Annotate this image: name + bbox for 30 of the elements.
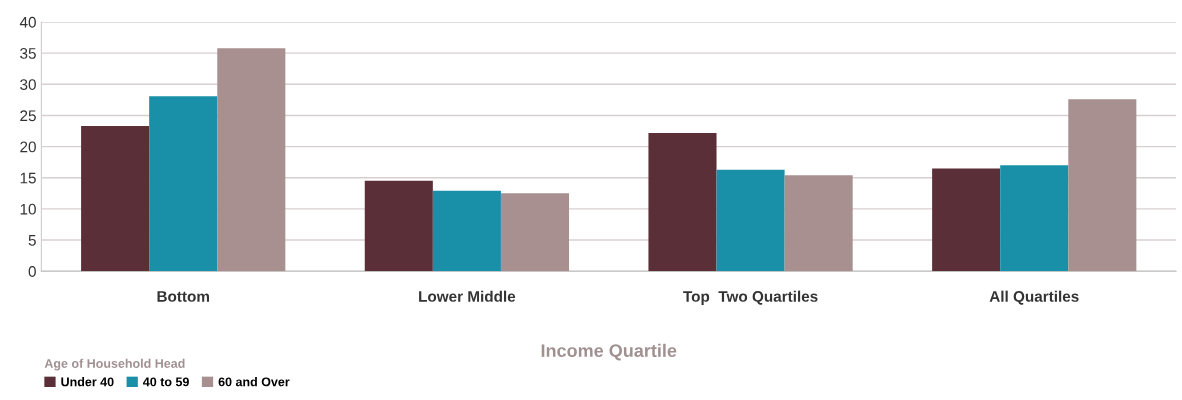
y-tick-label: 35 [20, 48, 36, 59]
x-tick-label: Bottom [157, 291, 209, 302]
legend-label: 60 and Over [218, 377, 290, 387]
bar [81, 126, 150, 272]
y-tick-label: 5 [28, 235, 36, 246]
y-tick-label: 20 [20, 141, 36, 153]
y-tick-label: 30 [20, 79, 36, 90]
bar [432, 190, 501, 272]
x-axis-title: Income Quartile [541, 343, 677, 361]
legend-label: 40 to 59 [143, 377, 189, 387]
legend-label: Under 40 [61, 377, 114, 387]
y-tick-label: 10 [20, 203, 36, 215]
bar [716, 169, 785, 272]
bar [500, 193, 570, 272]
y-tick-label: 0 [28, 266, 36, 277]
bar [149, 96, 218, 272]
bar [784, 175, 853, 272]
y-tick-label: 40 [19, 16, 36, 28]
y-tick-label: 15 [20, 172, 36, 184]
legend-title: Age of Household Head [44, 358, 185, 371]
bar [217, 48, 286, 272]
bar [1068, 99, 1137, 272]
bar [932, 168, 1001, 272]
bar [1000, 165, 1069, 272]
bar [364, 180, 433, 272]
y-tick-label: 25 [20, 110, 36, 122]
x-tick-label: Top Two Quartiles [683, 290, 818, 305]
x-tick-label: All Quartiles [989, 290, 1079, 305]
x-tick-label: Lower Middle [419, 290, 516, 302]
bar [648, 132, 717, 272]
